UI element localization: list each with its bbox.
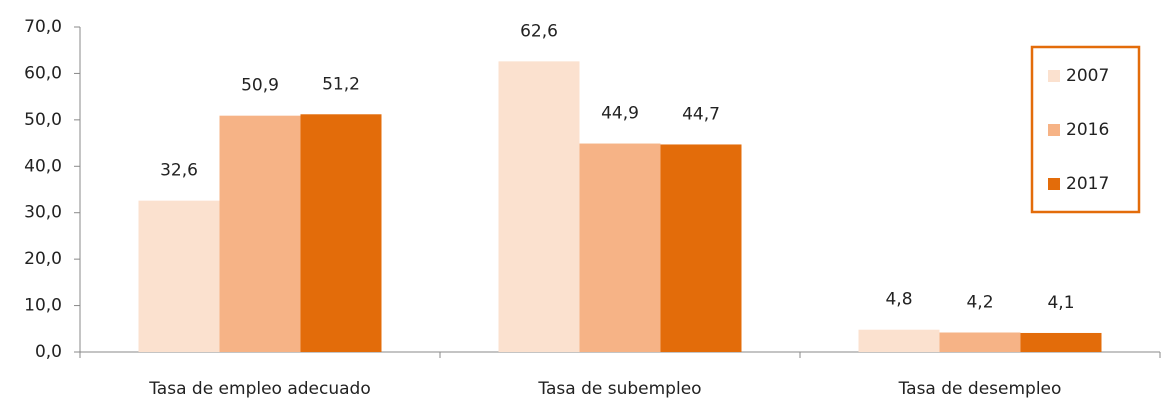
legend-label: 2007 — [1066, 66, 1109, 86]
y-tick-label: 0,0 — [35, 342, 62, 362]
value-label: 62,6 — [520, 21, 558, 41]
legend-label: 2016 — [1066, 120, 1109, 140]
value-label: 32,6 — [160, 161, 198, 181]
bar — [498, 61, 580, 352]
y-tick-label: 10,0 — [24, 296, 62, 316]
bar — [138, 200, 220, 352]
value-label: 4,8 — [885, 290, 912, 310]
bar — [300, 114, 382, 353]
x-tick-label: Tasa de empleo adecuado — [148, 379, 371, 399]
y-tick-label: 70,0 — [24, 17, 62, 37]
legend-swatch — [1048, 178, 1060, 190]
legend-swatch — [1048, 70, 1060, 82]
bar — [579, 143, 661, 352]
value-label: 4,2 — [966, 293, 993, 313]
bar — [858, 329, 940, 352]
value-label: 4,1 — [1047, 293, 1074, 313]
value-label: 51,2 — [322, 74, 360, 94]
x-tick-label: Tasa de desempleo — [898, 379, 1062, 399]
bar — [219, 115, 301, 352]
value-label: 44,9 — [601, 104, 639, 124]
value-label: 44,7 — [682, 104, 720, 124]
x-tick-label: Tasa de subempleo — [537, 379, 701, 399]
legend-label: 2017 — [1066, 174, 1109, 194]
y-tick-label: 20,0 — [24, 249, 62, 269]
legend-swatch — [1048, 124, 1060, 136]
y-tick-label: 50,0 — [24, 110, 62, 130]
bar — [1020, 332, 1102, 352]
y-tick-label: 40,0 — [24, 156, 62, 176]
y-tick-label: 30,0 — [24, 203, 62, 223]
bar — [939, 332, 1021, 352]
bar — [660, 144, 742, 352]
y-tick-label: 60,0 — [24, 63, 62, 83]
value-label: 50,9 — [241, 76, 279, 96]
